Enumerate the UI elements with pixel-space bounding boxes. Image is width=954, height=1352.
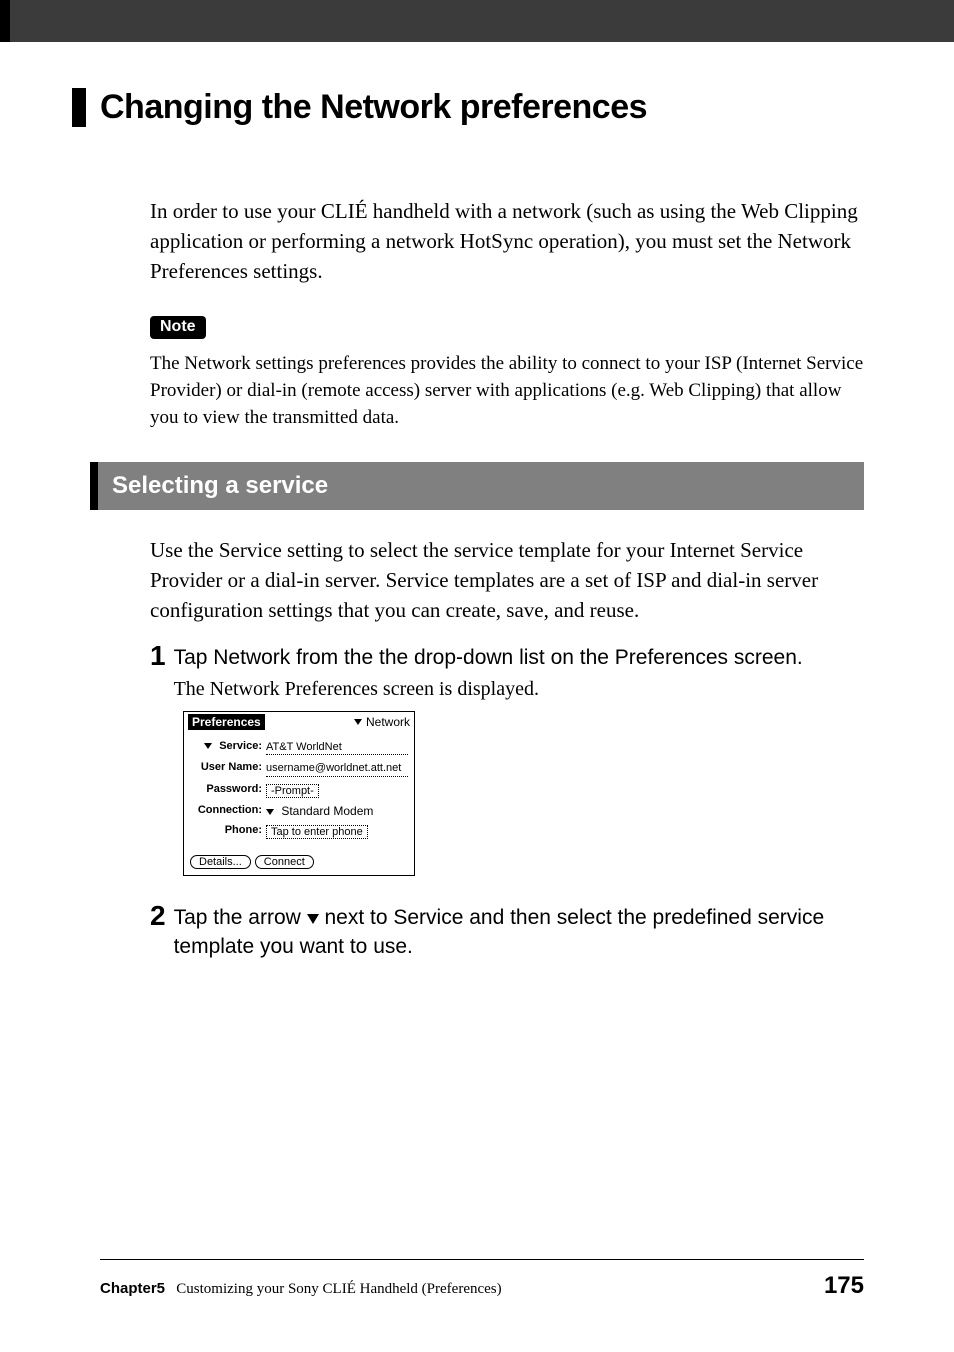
note-text: The Network settings preferences provide… [100,351,864,432]
screenshot-category-dropdown[interactable]: Network [354,714,410,730]
chevron-down-icon [266,809,274,815]
step-1: 1 Tap Network from the the drop-down lis… [100,644,864,701]
username-row: User Name: username@worldnet.att.net [190,761,408,776]
password-value[interactable]: -Prompt- [266,784,319,798]
connection-value[interactable]: Standard Modem [266,804,373,818]
section-heading: Selecting a service [90,462,864,510]
screenshot-title: Preferences [188,714,265,730]
screenshot-header: Preferences Network [184,712,414,732]
step-body: Tap the arrow next to Service and then s… [174,904,864,961]
connection-value-text: Standard Modem [281,804,373,818]
phone-value[interactable]: Tap to enter phone [266,825,368,839]
footer-chapter: Chapter5 [100,1280,165,1297]
step-body: Tap Network from the the drop-down list … [174,644,864,701]
service-label-text: Service: [219,740,262,752]
header-bar [0,0,954,42]
main-heading-wrap: Changing the Network preferences [72,88,864,127]
chevron-down-icon [354,719,362,725]
screenshot-buttons: Details... Connect [184,849,414,875]
step-number: 2 [150,902,166,930]
password-label: Password: [190,783,266,795]
page-number: 175 [824,1272,864,1300]
details-button[interactable]: Details... [190,855,251,869]
connection-row: Connection: Standard Modem [190,804,408,818]
service-row: Service: AT&T WorldNet [190,740,408,755]
step2-text-a: Tap the arrow [174,906,307,929]
service-label: Service: [190,740,266,752]
footer-chapter-text: Customizing your Sony CLIÉ Handheld (Pre… [176,1281,501,1297]
phone-row: Phone: Tap to enter phone [190,824,408,839]
connect-button[interactable]: Connect [255,855,314,869]
service-value[interactable]: AT&T WorldNet [266,740,408,755]
chevron-down-icon [204,743,212,749]
dropdown-value: Network [366,715,410,729]
screenshot-body: Service: AT&T WorldNet User Name: userna… [184,732,414,849]
section-text: Use the Service setting to select the se… [100,536,864,625]
page-footer: Chapter5 Customizing your Sony CLIÉ Hand… [100,1259,864,1300]
username-value[interactable]: username@worldnet.att.net [266,761,408,776]
note-badge: Note [150,316,206,339]
step-number: 1 [150,642,166,670]
username-label: User Name: [190,761,266,773]
preferences-screenshot: Preferences Network Service: AT&T WorldN… [183,711,415,876]
intro-paragraph: In order to use your CLIÉ handheld with … [100,197,864,286]
phone-label: Phone: [190,824,266,836]
step-detail: The Network Preferences screen is displa… [174,678,864,701]
step-instruction: Tap the arrow next to Service and then s… [174,904,864,961]
password-row: Password: -Prompt- [190,783,408,798]
triangle-down-icon [307,914,319,924]
footer-left: Chapter5 Customizing your Sony CLIÉ Hand… [100,1280,502,1298]
connection-label: Connection: [190,804,266,816]
main-heading: Changing the Network preferences [100,88,864,127]
step-instruction: Tap Network from the the drop-down list … [174,644,864,672]
page-content: Changing the Network preferences In orde… [0,88,954,961]
step-2: 2 Tap the arrow next to Service and then… [100,904,864,961]
